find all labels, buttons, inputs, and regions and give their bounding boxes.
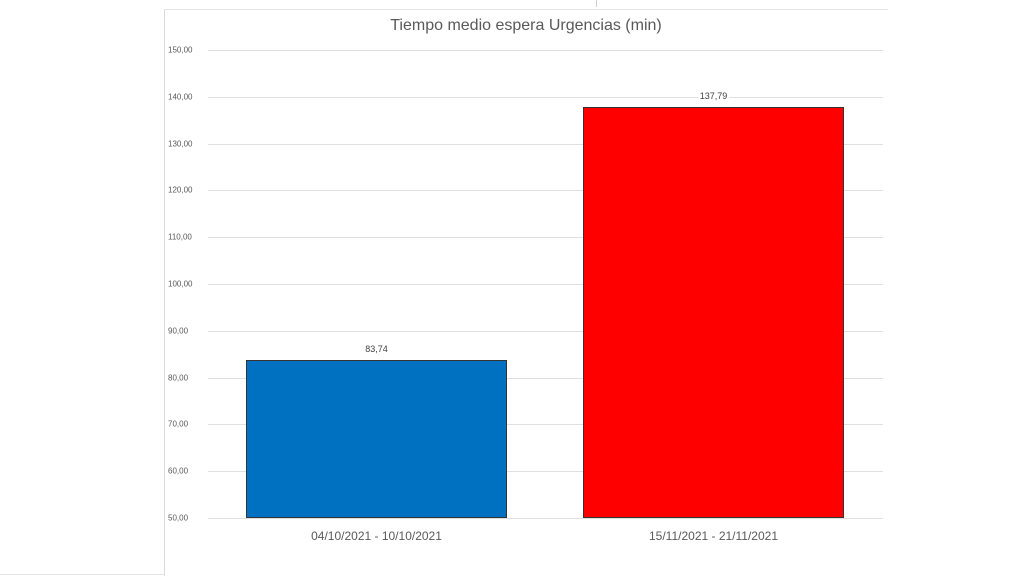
y-axis-tick-label: 110,00: [168, 232, 192, 242]
bar-1[interactable]: [246, 360, 507, 518]
gridline: [208, 237, 883, 238]
chart-title: Tiempo medio espera Urgencias (min): [390, 17, 662, 34]
y-axis-tick-label: 90,00: [168, 326, 189, 336]
x-axis-category-label: 15/11/2021 - 21/11/2021: [649, 529, 778, 543]
gridline: [208, 471, 883, 472]
gridline: [208, 518, 883, 519]
y-axis-tick-label: 80,00: [168, 373, 189, 383]
x-axis-category-label: 04/10/2021 - 10/10/2021: [311, 529, 442, 543]
gridline: [208, 424, 883, 425]
bar-value-label: 83,74: [363, 344, 390, 354]
gridline: [208, 190, 883, 191]
bar-2[interactable]: [583, 107, 844, 518]
bar-value-label: 137,79: [697, 91, 730, 101]
gridline: [208, 331, 883, 332]
y-axis-tick-label: 50,00: [168, 513, 189, 523]
gridline: [208, 144, 883, 145]
y-axis-tick-label: 140,00: [168, 92, 193, 102]
chart-frame-left-border: [164, 9, 165, 576]
gridline: [208, 284, 883, 285]
y-axis-tick-label: 70,00: [168, 419, 189, 429]
y-axis-tick-label: 150,00: [168, 45, 193, 55]
y-axis-tick-label: 120,00: [168, 185, 193, 195]
chart-frame-top-border: [164, 9, 888, 10]
gridline: [208, 97, 883, 98]
y-axis-tick-label: 100,00: [168, 279, 193, 289]
gridline: [208, 378, 883, 379]
gridline: [208, 50, 883, 51]
chart-frame-bottom-border: [0, 574, 165, 575]
y-axis-tick-label: 130,00: [168, 139, 193, 149]
resize-handle-mark: [596, 0, 597, 7]
y-axis-tick-label: 60,00: [168, 466, 189, 476]
